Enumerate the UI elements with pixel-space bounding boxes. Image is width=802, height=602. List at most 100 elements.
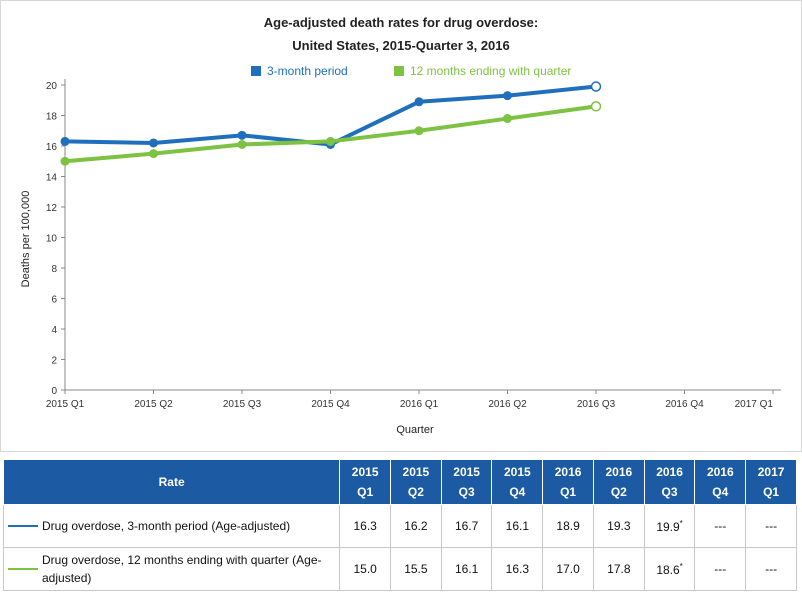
value-cell: 19.3 (592, 504, 645, 548)
value-cell: 16.3 (491, 547, 544, 591)
row-label: Drug overdose, 3-month period (Age-adjus… (42, 519, 291, 533)
value-cell: --- (745, 547, 797, 591)
column-quarter: Q2 (610, 485, 627, 499)
footnote-flag: * (679, 561, 683, 571)
row-color-swatch (8, 568, 38, 570)
cell-value: --- (765, 562, 778, 576)
cell-value: 16.3 (353, 519, 377, 533)
rates-table: Rate 2015 Q1 2015 Q2 2015 Q3 2015 Q4 2016 Q1 2016 Q… (2, 459, 797, 591)
x-tick-label: 2015 Q4 (311, 399, 350, 410)
quarter-column-header: 2016 Q3 (643, 459, 696, 505)
column-year: 2016 (656, 465, 683, 479)
table-row: Drug overdose, 12 months ending with qua… (2, 547, 797, 591)
data-point (414, 97, 424, 107)
data-point (60, 156, 70, 166)
cell-value: 17.0 (556, 562, 580, 576)
cell-value: 15.0 (353, 562, 377, 576)
column-year: 2015 (402, 465, 430, 479)
y-tick-label: 10 (46, 234, 58, 245)
value-cell: 18.6* (643, 547, 696, 591)
chart-legend[interactable]: 3-month period 12 months ending with quar… (251, 64, 571, 78)
y-tick-label: 4 (51, 325, 57, 336)
value-cell: 16.1 (440, 547, 493, 591)
x-tick-label: 2016 Q2 (488, 399, 527, 410)
footnote-flag: * (679, 518, 683, 528)
cell-value: 16.2 (404, 519, 428, 533)
quarter-column-header: 2015 Q4 (491, 459, 544, 505)
quarter-column-header: 2017 Q1 (745, 459, 797, 505)
column-quarter: Q2 (407, 485, 424, 499)
cell-value: 19.9 (656, 519, 680, 534)
cell-value: --- (765, 519, 778, 533)
y-tick-label: 16 (46, 142, 58, 153)
rate-column-header: Rate (2, 459, 341, 505)
data-point (326, 136, 335, 146)
value-cell: 19.9* (643, 504, 696, 548)
chart-series (60, 81, 602, 166)
y-tick-label: 6 (51, 295, 57, 306)
quarter-column-header: 2015 Q2 (390, 459, 442, 505)
column-year: 2015 (453, 465, 480, 479)
column-year: 2017 (757, 465, 785, 479)
column-year: 2016 (554, 465, 582, 479)
column-quarter: Q4 (509, 485, 526, 499)
chart-title-line-1: Age-adjusted death rates for drug overdo… (264, 15, 539, 30)
x-axis-label: Quarter (396, 424, 434, 436)
row-label: Drug overdose, 12 months ending with qua… (42, 553, 322, 585)
chart-axes: 0 2 4 6 8 10 12 14 16 18 20 2015 Q1 2015 Q2 2015 Q3 20… (46, 79, 781, 410)
value-cell: --- (694, 504, 747, 548)
value-cell: 15.5 (390, 547, 442, 591)
column-quarter: Q4 (712, 485, 729, 499)
data-point (503, 114, 512, 124)
table-header-row: Rate 2015 Q1 2015 Q2 2015 Q3 2015 Q4 2016 Q1 2016 Q… (2, 459, 797, 505)
value-cell: 18.9 (542, 504, 594, 548)
column-quarter: Q1 (357, 485, 374, 499)
series-line-2 (64, 104, 597, 164)
y-axis-label: Deaths per 100,000 (20, 191, 32, 288)
row-label-cell: Drug overdose, 12 months ending with qua… (2, 547, 341, 591)
legend-label-1: 3-month period (267, 64, 348, 78)
value-cell: --- (694, 547, 747, 591)
data-point (414, 126, 424, 136)
line-chart: Age-adjusted death rates for drug overdo… (20, 15, 781, 436)
cell-value: 18.6 (656, 562, 680, 577)
x-tick-label: 2016 Q1 (400, 399, 439, 410)
column-year: 2016 (605, 465, 633, 479)
data-point (237, 130, 247, 140)
y-tick-label: 0 (51, 386, 57, 397)
y-tick-label: 14 (46, 173, 58, 184)
column-year: 2015 (504, 465, 531, 479)
x-tick-label: 2016 Q4 (665, 399, 704, 410)
cell-value: 18.9 (556, 519, 580, 533)
row-color-swatch (8, 525, 38, 527)
quarter-column-header: 2015 Q1 (339, 459, 392, 505)
data-point (237, 139, 247, 149)
value-cell: 16.2 (390, 504, 442, 548)
x-tick-label: 2017 Q1 (735, 399, 774, 410)
chart-container: Age-adjusted death rates for drug overdo… (0, 0, 802, 452)
data-point (149, 149, 158, 159)
quarter-column-header: 2016 Q2 (592, 459, 645, 505)
cell-value: --- (714, 519, 727, 533)
legend-swatch-1 (251, 66, 261, 76)
data-point (60, 136, 70, 146)
value-cell: 17.0 (542, 547, 594, 591)
value-cell: 17.8 (592, 547, 645, 591)
row-label-cell: Drug overdose, 3-month period (Age-adjus… (2, 504, 341, 548)
x-tick-label: 2015 Q2 (134, 399, 173, 410)
column-quarter: Q1 (763, 485, 780, 499)
x-tick-label: 2015 Q3 (223, 399, 262, 410)
column-quarter: Q3 (458, 485, 475, 499)
cell-value: 16.3 (505, 562, 530, 576)
data-point (590, 101, 602, 112)
data-point (590, 81, 602, 92)
data-point (503, 91, 512, 101)
chart-title-line-2: United States, 2015-Quarter 3, 2016 (292, 38, 510, 53)
y-tick-label: 2 (51, 356, 57, 367)
value-cell: 15.0 (339, 547, 392, 591)
cell-value: 16.1 (505, 519, 530, 533)
table-row: Drug overdose, 3-month period (Age-adjus… (2, 504, 797, 548)
cell-value: --- (714, 562, 727, 576)
column-year: 2015 (351, 465, 379, 479)
value-cell: 16.1 (491, 504, 544, 548)
